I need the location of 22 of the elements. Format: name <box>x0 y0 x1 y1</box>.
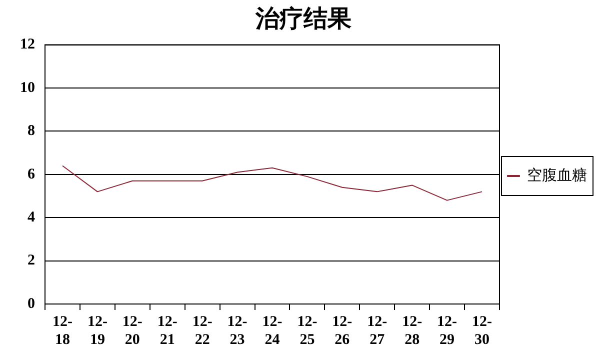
legend-label: 空腹血糖 <box>527 166 587 184</box>
y-tick-label: 4 <box>28 209 36 226</box>
y-tick-label: 8 <box>28 123 35 140</box>
y-tick-label: 10 <box>20 80 35 96</box>
y-tick-label: 12 <box>20 36 35 53</box>
y-tick-label: 6 <box>28 166 36 182</box>
x-tick-label: 12-20 <box>122 314 142 348</box>
y-tick-label: 0 <box>28 296 35 312</box>
x-tick-label: 12-23 <box>227 314 248 348</box>
x-tick-label: 12-25 <box>297 314 318 348</box>
y-tick-label: 2 <box>28 252 35 269</box>
x-tick-label: 12-21 <box>157 314 178 348</box>
x-tick-label: 12-28 <box>402 314 422 348</box>
x-tick-label: 12-18 <box>52 314 72 348</box>
x-tick-label: 12-30 <box>472 314 492 348</box>
x-tick-label: 12-27 <box>367 314 388 348</box>
x-tick-label: 12-26 <box>332 314 352 348</box>
chart-title: 治疗结果 <box>254 6 352 33</box>
x-tick-label: 12-24 <box>262 314 282 348</box>
x-tick-label: 12-19 <box>87 314 108 348</box>
x-tick-label: 12-29 <box>437 314 458 348</box>
x-tick-label: 12-22 <box>192 314 212 348</box>
